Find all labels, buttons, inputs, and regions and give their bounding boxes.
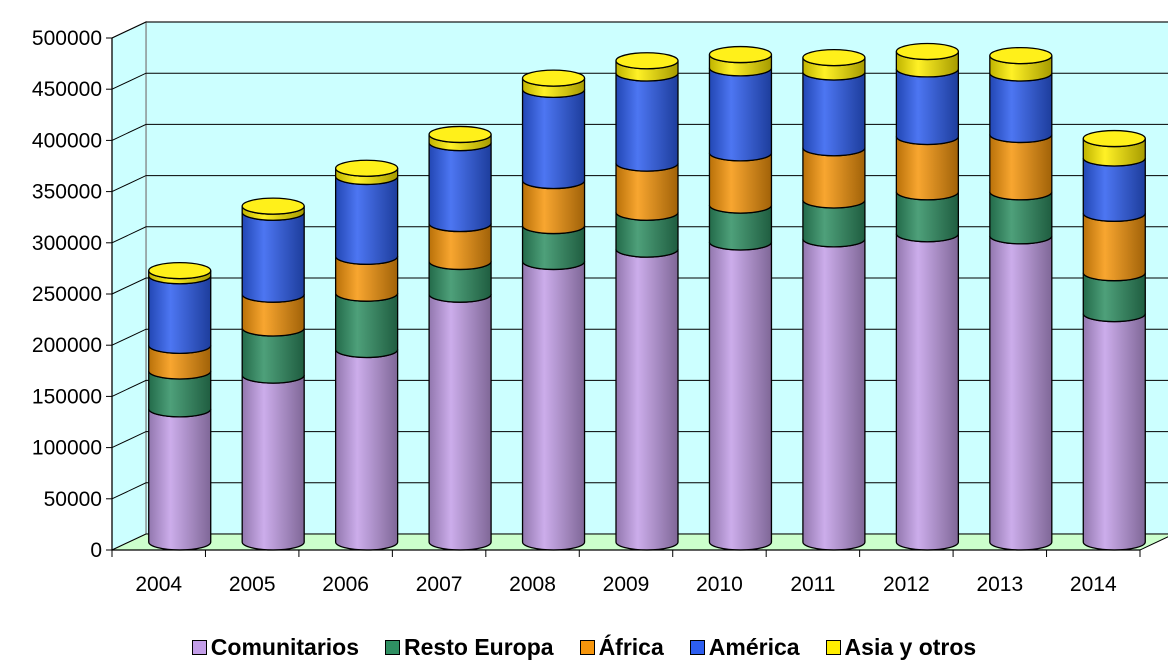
- x-tick-label: 2005: [229, 573, 276, 596]
- legend: Comunitarios Resto Europa África América…: [0, 634, 1168, 661]
- bar-segment: [428, 294, 492, 551]
- legend-item: África: [579, 634, 664, 661]
- bar-segment: [334, 176, 399, 265]
- bar-top-cap: [708, 45, 773, 64]
- bar-segment: [708, 241, 773, 551]
- cylinder: [428, 125, 492, 551]
- x-tick-label: 2006: [322, 573, 369, 596]
- bar-segment: [802, 71, 866, 157]
- x-tick-label: 2007: [416, 573, 463, 596]
- x-tick-label: 2013: [976, 573, 1023, 596]
- y-tick-label: 250000: [32, 283, 102, 306]
- x-tick-label: 2012: [883, 573, 930, 596]
- legend-swatch: [579, 640, 595, 655]
- bar-segment: [241, 212, 305, 303]
- x-tick-label: 2014: [1070, 573, 1117, 596]
- bar-segment: [428, 142, 492, 233]
- cylinder: [334, 159, 399, 551]
- bar-segment: [1082, 157, 1146, 222]
- bar-top-cap: [334, 159, 399, 177]
- y-tick-label: 450000: [32, 78, 102, 101]
- legend-item: América: [689, 634, 800, 661]
- cylinder: [521, 69, 586, 551]
- bar-segment: [895, 136, 960, 201]
- cylinder: [802, 48, 866, 551]
- bar-segment: [148, 408, 212, 551]
- bar-segment: [708, 152, 773, 214]
- legend-label: África: [598, 634, 664, 660]
- y-tick-label: 100000: [32, 437, 102, 460]
- bar-segment: [1082, 313, 1146, 551]
- cylinder: [241, 197, 305, 551]
- legend-swatch: [825, 640, 841, 655]
- bar-top-cap: [241, 197, 305, 215]
- y-tick-label: 400000: [32, 129, 102, 152]
- legend-swatch: [191, 640, 207, 655]
- bars: [148, 42, 1146, 551]
- bar-segment: [148, 275, 212, 355]
- bar-segment: [241, 374, 305, 551]
- legend-label: Resto Europa: [404, 634, 554, 660]
- bar-top-cap: [989, 46, 1053, 65]
- bar-segment: [895, 233, 960, 551]
- y-tick-label: 50000: [44, 488, 102, 511]
- x-axis: 2004 2005 2006 2007 2008 2009 2010 2011 2012 2013…: [111, 549, 1141, 596]
- x-tick-label: 2011: [790, 573, 835, 596]
- y-axis: 0 50000 100000 150000 200000 250000 300000 3500…: [32, 27, 113, 562]
- bar-segment: [521, 89, 586, 190]
- bar-segment: [334, 349, 399, 551]
- bar-segment: [989, 235, 1053, 551]
- y-tick-label: 350000: [32, 181, 102, 204]
- x-tick-label: 2009: [603, 573, 650, 596]
- cylinder: [895, 42, 960, 551]
- bar-segment: [802, 238, 866, 551]
- bar-top-cap: [895, 42, 960, 61]
- x-tick-label: 2004: [135, 573, 182, 596]
- legend-item: Comunitarios: [191, 634, 360, 661]
- y-tick-label: 0: [90, 539, 102, 562]
- legend-swatch: [385, 640, 401, 655]
- bar-top-cap: [428, 125, 492, 144]
- legend-item: Asia y otros: [825, 634, 977, 661]
- bar-segment: [802, 147, 866, 209]
- bar-segment: [708, 67, 773, 162]
- stacked-cylinder-chart: 0 50000 100000 150000 200000 250000 300000 3500…: [32, 21, 1168, 596]
- bar-top-cap: [148, 261, 212, 280]
- cylinder: [615, 52, 679, 551]
- legend-label: América: [708, 634, 800, 660]
- bar-segment: [989, 134, 1053, 201]
- cylinder: [708, 45, 773, 551]
- x-tick-label: 2010: [696, 573, 743, 596]
- y-tick-label: 200000: [32, 334, 102, 357]
- legend-label: Asia y otros: [844, 634, 977, 660]
- x-tick-label: 2008: [509, 573, 556, 596]
- gridline: [111, 21, 1168, 39]
- bar-segment: [615, 248, 679, 551]
- cylinder: [989, 46, 1053, 551]
- legend-item: Resto Europa: [385, 634, 554, 661]
- legend-label: Comunitarios: [210, 634, 360, 660]
- bar-segment: [989, 72, 1053, 144]
- cylinder: [1082, 129, 1146, 551]
- bar-segment: [334, 293, 399, 359]
- legend-swatch: [689, 640, 705, 655]
- bar-top-cap: [521, 69, 586, 87]
- bar-segment: [895, 68, 960, 146]
- cylinder: [148, 261, 212, 551]
- bar-segment: [521, 261, 586, 551]
- y-tick-label: 500000: [32, 27, 102, 50]
- bar-top-cap: [1082, 129, 1146, 148]
- bar-segment: [1082, 213, 1146, 282]
- y-tick-label: 150000: [32, 385, 102, 408]
- bar-top-cap: [615, 52, 679, 70]
- bar-segment: [615, 72, 679, 172]
- bar-top-cap: [802, 48, 866, 67]
- y-tick-label: 300000: [32, 232, 102, 255]
